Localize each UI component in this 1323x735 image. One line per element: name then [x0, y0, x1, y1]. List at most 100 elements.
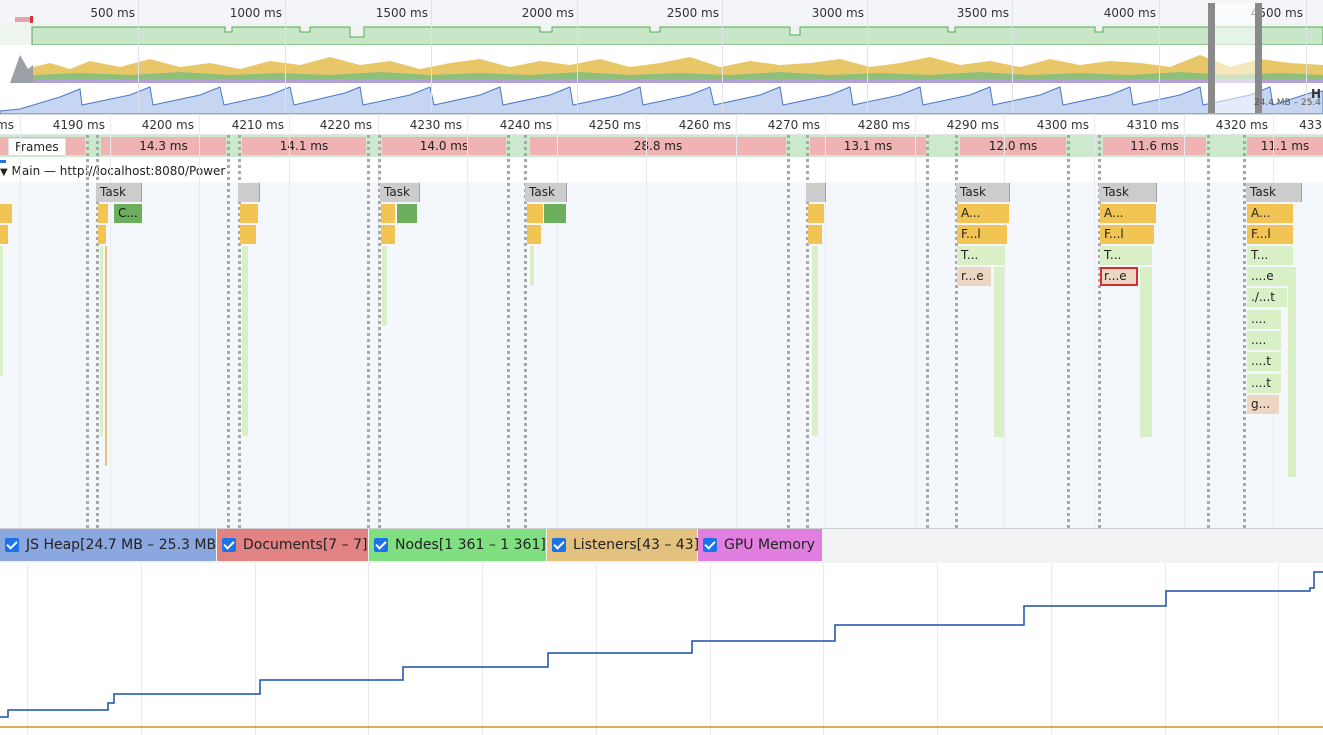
flame-event[interactable]: A... — [957, 204, 1009, 223]
nodes-counter-toggle[interactable]: Nodes[1 361 – 1 361] — [369, 529, 546, 561]
checkbox-icon[interactable] — [703, 538, 717, 552]
flame-event[interactable]: A... — [1100, 204, 1156, 223]
overview-heap-graph — [0, 86, 1323, 114]
flame-event[interactable] — [382, 246, 387, 326]
checkbox-icon[interactable] — [374, 538, 388, 552]
flame-event[interactable]: T... — [957, 246, 1005, 265]
selected-flame-event[interactable]: r...e — [1100, 267, 1138, 286]
detail-time-ruler[interactable]: ms 4190 ms 4200 ms 4210 ms 4220 ms 4230 … — [0, 115, 1323, 135]
checkbox-icon[interactable] — [222, 538, 236, 552]
flame-event[interactable] — [808, 204, 824, 223]
flame-event[interactable]: A... — [1247, 204, 1293, 223]
frame-block[interactable]: 11.6 ms — [1103, 137, 1206, 155]
detail-tick-label: 4250 ms — [588, 118, 641, 132]
flame-event[interactable] — [527, 204, 543, 223]
flame-event[interactable]: ./...t — [1247, 288, 1287, 307]
expand-triangle-icon[interactable]: ▼ — [0, 167, 8, 178]
counter-grid-line — [482, 563, 483, 735]
frame-block[interactable]: 12.0 ms — [960, 137, 1066, 155]
checkbox-icon[interactable] — [5, 538, 19, 552]
frame-boundary-marker — [238, 135, 241, 528]
overview-time-ruler[interactable]: 500 ms 1000 ms 1500 ms 2000 ms 2500 ms 3… — [0, 0, 1323, 24]
frame-boundary-marker — [227, 135, 230, 528]
flame-event[interactable]: .... — [1247, 310, 1281, 329]
flame-event[interactable]: T... — [1247, 246, 1293, 265]
task-event[interactable]: Task — [1246, 183, 1302, 202]
frames-track-title[interactable]: Frames — [8, 138, 66, 156]
frame-block[interactable]: 28.8 ms — [530, 137, 786, 155]
flame-event[interactable] — [808, 225, 822, 244]
flame-event[interactable]: g... — [1247, 395, 1279, 414]
documents-counter-toggle[interactable]: Documents[7 – 7] — [217, 529, 368, 561]
overview-tick-label: 4000 ms — [1103, 6, 1156, 20]
flame-event[interactable] — [240, 225, 256, 244]
overview-grid-line — [577, 0, 578, 113]
task-event[interactable]: Task — [1099, 183, 1157, 202]
flame-event[interactable]: T... — [1100, 246, 1152, 265]
flame-event[interactable]: ....e — [1247, 267, 1293, 286]
detail-grid-line — [467, 115, 468, 528]
task-event[interactable]: Task — [525, 183, 567, 202]
main-thread-label: Main — http://localhost:8080/Power — [11, 164, 226, 178]
frame-block[interactable]: 11.1 ms — [1247, 137, 1323, 155]
gpu-memory-counter-toggle[interactable]: GPU Memory — [698, 529, 822, 561]
detail-grid-line — [1184, 115, 1185, 528]
flame-event[interactable] — [1140, 267, 1152, 437]
frame-block[interactable]: 14.0 ms — [382, 137, 506, 155]
flame-event[interactable] — [527, 225, 541, 244]
flame-event[interactable] — [105, 246, 107, 466]
flame-event[interactable] — [240, 204, 258, 223]
task-event[interactable]: Task — [96, 183, 142, 202]
listeners-counter-toggle[interactable]: Listeners[43 – 43] — [547, 529, 699, 561]
detail-tick-label: 4190 ms — [52, 118, 105, 132]
frame-block[interactable]: 14.3 ms — [101, 137, 226, 155]
flame-event[interactable] — [381, 225, 395, 244]
flame-event[interactable]: ....t — [1247, 352, 1281, 371]
flame-event[interactable]: .... — [1247, 331, 1281, 350]
task-event[interactable]: Task — [956, 183, 1010, 202]
main-thread-header[interactable] — [0, 160, 1323, 182]
frame-boundary-marker — [1207, 135, 1210, 528]
flame-event[interactable]: C... — [114, 204, 142, 223]
counters-graph[interactable] — [0, 563, 1323, 735]
flame-event[interactable]: r...e — [957, 267, 991, 286]
counter-grid-line — [823, 563, 824, 735]
task-event[interactable] — [806, 183, 826, 202]
flame-event[interactable] — [530, 246, 534, 286]
flame-event[interactable]: ....t — [1247, 374, 1281, 393]
frame-block[interactable]: 13.1 ms — [810, 137, 926, 155]
flame-event[interactable] — [100, 246, 103, 436]
frame-boundary-marker — [806, 135, 809, 528]
flame-event[interactable]: F...l — [1100, 225, 1154, 244]
flame-event[interactable] — [1288, 267, 1296, 477]
flame-event[interactable]: F...l — [1247, 225, 1293, 244]
frame-block[interactable]: 14.1 ms — [242, 137, 366, 155]
counter-grid-line — [710, 563, 711, 735]
flame-event[interactable] — [0, 246, 3, 376]
flame-event[interactable] — [381, 204, 395, 223]
detail-grid-line — [20, 115, 21, 528]
overview-selection-window[interactable] — [1208, 3, 1262, 113]
overview-tick-label: 1000 ms — [229, 6, 282, 20]
counter-label: JS Heap[24.7 MB – 25.3 MB] — [26, 537, 222, 553]
task-event[interactable] — [238, 183, 260, 202]
frame-boundary-marker — [1243, 135, 1246, 528]
flame-event[interactable] — [812, 246, 818, 436]
flame-event[interactable]: F...l — [957, 225, 1007, 244]
flame-event[interactable] — [242, 246, 248, 436]
flame-event[interactable] — [0, 225, 8, 244]
main-thread-title[interactable]: ▼ Main — http://localhost:8080/Power — [0, 164, 225, 178]
flame-event[interactable] — [544, 204, 566, 223]
flame-event[interactable] — [98, 204, 108, 223]
flame-event[interactable] — [0, 204, 12, 223]
main-header-indicator — [0, 160, 6, 163]
js-heap-counter-toggle[interactable]: JS Heap[24.7 MB – 25.3 MB] — [0, 529, 222, 561]
frames-track[interactable]: 14.3 ms 14.1 ms 14.0 ms 28.8 ms 13.1 ms … — [0, 135, 1323, 157]
flame-event[interactable] — [397, 204, 417, 223]
flame-event[interactable] — [98, 225, 106, 244]
detail-tick-label: 4280 ms — [857, 118, 910, 132]
task-event[interactable]: Task — [380, 183, 420, 202]
flame-event[interactable] — [994, 267, 1004, 437]
overview-cpu-track — [0, 45, 1323, 83]
checkbox-icon[interactable] — [552, 538, 566, 552]
